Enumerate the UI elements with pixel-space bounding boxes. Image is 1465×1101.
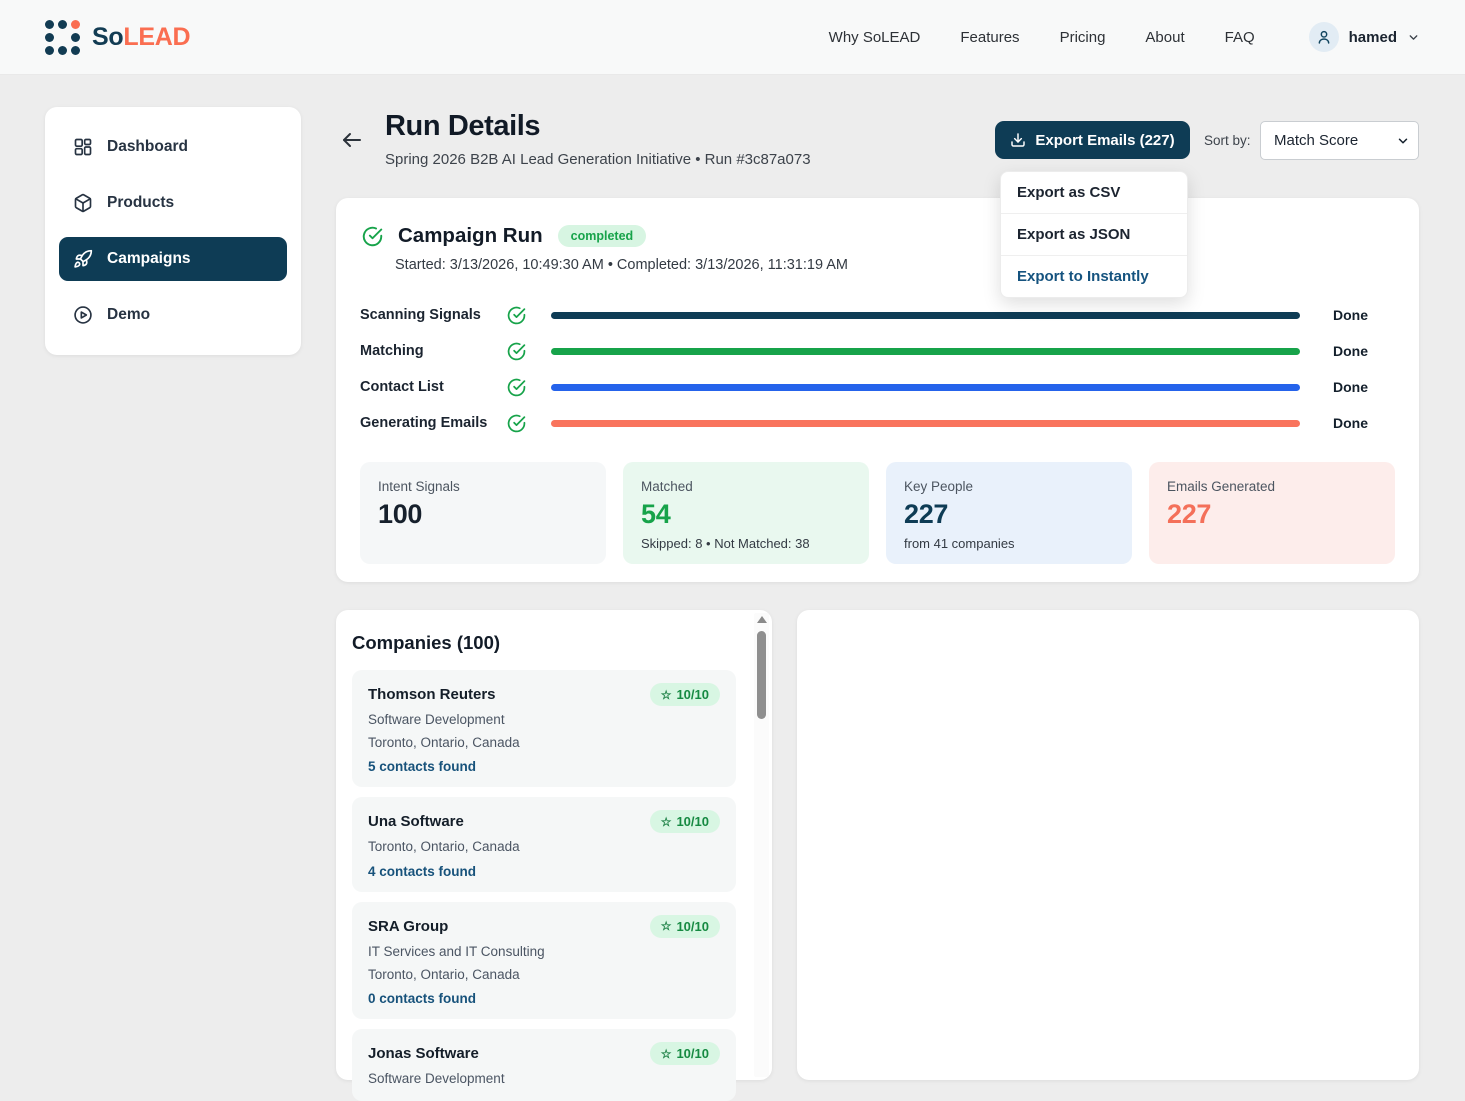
user-name: hamed bbox=[1348, 28, 1397, 46]
page-title: Run Details bbox=[385, 110, 541, 142]
check-circle-icon bbox=[507, 414, 526, 432]
company-contacts-link[interactable]: 5 contacts found bbox=[368, 759, 477, 775]
package-icon bbox=[74, 193, 92, 213]
nav-link-why-solead[interactable]: Why SoLEAD bbox=[828, 28, 921, 46]
menu-item-export-instantly[interactable]: Export to Instantly bbox=[1001, 255, 1187, 297]
company-location: Toronto, Ontario, Canada bbox=[368, 966, 520, 982]
star-icon: ☆ bbox=[660, 687, 672, 702]
dashboard-grid-icon bbox=[74, 138, 92, 156]
stat-card-matched: Matched 54 Skipped: 8 • Not Matched: 38 bbox=[623, 462, 869, 564]
stage-progress-list: Scanning Signals Done Matching Done Cont… bbox=[360, 297, 1395, 441]
page-subtitle: Spring 2026 B2B AI Lead Generation Initi… bbox=[385, 151, 811, 168]
stat-card-intent-signals: Intent Signals 100 bbox=[360, 462, 606, 564]
company-industry: Software Development bbox=[368, 712, 505, 727]
company-detail-panel bbox=[797, 610, 1419, 1080]
company-location: Toronto, Ontario, Canada bbox=[368, 839, 520, 855]
star-icon: ☆ bbox=[660, 1046, 672, 1061]
progress-bar bbox=[551, 383, 1300, 391]
run-title: Campaign Run bbox=[398, 224, 543, 247]
star-icon: ☆ bbox=[660, 814, 672, 829]
company-list-item[interactable]: Una Software ☆ 10/10 Toronto, Ontario, Ca… bbox=[352, 797, 736, 892]
menu-item-export-csv[interactable]: Export as CSV bbox=[1017, 184, 1121, 201]
match-score-badge: ☆ 10/10 bbox=[649, 914, 720, 938]
menu-item-export-json[interactable]: Export as JSON bbox=[1001, 213, 1187, 255]
back-button[interactable] bbox=[340, 128, 364, 152]
chevron-down-icon bbox=[1409, 34, 1418, 40]
stage-row-contact-list: Contact List Done bbox=[360, 378, 1368, 396]
campaign-run-card: Campaign Run completed Started: 3/13/202… bbox=[336, 198, 1419, 582]
sidebar: Dashboard Products Campaigns Demo bbox=[45, 107, 301, 355]
progress-bar bbox=[551, 311, 1300, 319]
company-list-item[interactable]: SRA Group ☆ 10/10 IT Services and IT Cons… bbox=[352, 901, 736, 1020]
sort-by-label: Sort by: bbox=[1204, 133, 1251, 148]
sidebar-item-demo[interactable]: Demo bbox=[59, 293, 287, 337]
sidebar-item-campaigns[interactable]: Campaigns bbox=[59, 237, 287, 281]
stage-row-matching: Matching Done bbox=[360, 342, 1368, 360]
nav-link-features[interactable]: Features bbox=[960, 28, 1020, 46]
stage-row-generating-emails: Generating Emails Done bbox=[360, 414, 1368, 432]
star-icon: ☆ bbox=[660, 919, 672, 934]
person-icon bbox=[1318, 30, 1330, 44]
stat-card-emails-generated: Emails Generated 227 bbox=[1149, 462, 1395, 564]
sort-select[interactable]: Match Score bbox=[1260, 121, 1419, 160]
company-contacts-link[interactable]: 0 contacts found bbox=[368, 991, 477, 1007]
company-list-item[interactable]: Thomson Reuters ☆ 10/10 Software Developm… bbox=[352, 670, 736, 788]
download-icon bbox=[1011, 133, 1026, 147]
brand-name: SoLEAD bbox=[92, 22, 191, 51]
stat-card-key-people: Key People 227 from 41 companies bbox=[886, 462, 1132, 564]
nav-link-faq[interactable]: FAQ bbox=[1224, 28, 1255, 46]
nav-link-pricing[interactable]: Pricing bbox=[1059, 28, 1106, 46]
top-nav-links: Why SoLEAD Features Pricing About FAQ ha… bbox=[829, 22, 1420, 52]
match-score-badge: ☆ 10/10 bbox=[649, 1042, 720, 1066]
companies-scrollbar[interactable] bbox=[754, 613, 769, 1077]
user-avatar bbox=[1308, 22, 1339, 52]
check-circle-icon bbox=[507, 306, 526, 324]
arrow-left-icon bbox=[343, 133, 361, 147]
check-circle-icon bbox=[507, 378, 526, 396]
companies-heading: Companies (100) bbox=[352, 632, 501, 653]
export-dropdown-menu: Export as CSV Export as JSON Export to I… bbox=[1000, 171, 1188, 298]
scrollbar-up-arrow-icon[interactable] bbox=[757, 616, 767, 623]
run-header: Campaign Run completed bbox=[360, 224, 1395, 248]
progress-bar bbox=[551, 347, 1300, 355]
nav-link-about[interactable]: About bbox=[1145, 28, 1185, 46]
company-industry: Software Development bbox=[368, 1071, 505, 1087]
sidebar-item-dashboard[interactable]: Dashboard bbox=[59, 125, 287, 169]
stage-row-scanning-signals: Scanning Signals Done bbox=[360, 306, 1368, 324]
export-emails-button[interactable]: Export Emails (227) bbox=[995, 121, 1190, 159]
progress-bar bbox=[551, 419, 1300, 427]
company-industry: IT Services and IT Consulting bbox=[368, 943, 545, 959]
companies-panel: Companies (100) Thomson Reuters ☆ 10/10 S… bbox=[336, 610, 772, 1101]
top-navigation-bar: SoLEAD Why SoLEAD Features Pricing About… bbox=[0, 0, 1465, 75]
company-contacts-link[interactable]: 4 contacts found bbox=[368, 863, 477, 879]
brand-logo[interactable]: SoLEAD bbox=[45, 19, 191, 55]
status-badge: completed bbox=[557, 225, 647, 247]
run-dates: Started: 3/13/2026, 10:49:30 AM • Comple… bbox=[395, 257, 849, 273]
play-circle-icon bbox=[74, 306, 92, 324]
check-circle-icon bbox=[507, 342, 526, 360]
match-score-badge: ☆ 10/10 bbox=[649, 810, 720, 834]
match-score-badge: ☆ 10/10 bbox=[649, 683, 720, 706]
scrollbar-thumb[interactable] bbox=[757, 631, 766, 719]
rocket-icon bbox=[74, 249, 93, 268]
company-location: Toronto, Ontario, Canada bbox=[368, 735, 520, 751]
check-circle-icon bbox=[362, 226, 383, 246]
sort-select-wrap: Match Score bbox=[1260, 121, 1419, 160]
user-menu[interactable]: hamed bbox=[1308, 22, 1420, 52]
sidebar-item-products[interactable]: Products bbox=[59, 181, 287, 225]
company-list-item[interactable]: Jonas Software ☆ 10/10 Software Developme… bbox=[352, 1029, 736, 1101]
run-stats-row: Intent Signals 100 Matched 54 Skipped: 8… bbox=[360, 462, 1395, 564]
brand-dot-grid-icon bbox=[45, 19, 80, 55]
